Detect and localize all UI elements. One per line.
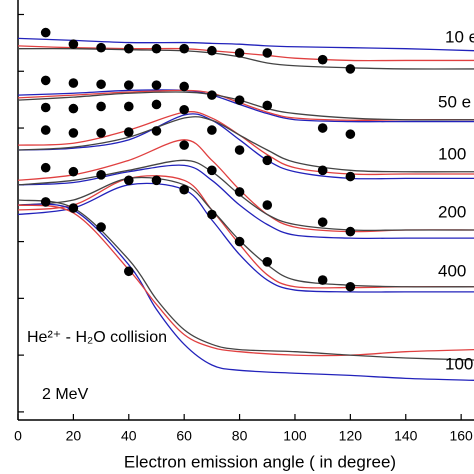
energy-label: 50 e (438, 92, 471, 111)
theory-curve (18, 182, 474, 293)
x-tick-label: 40 (121, 428, 137, 444)
data-point (262, 155, 273, 166)
x-axis-title: Electron emission angle ( in degree) (124, 452, 396, 471)
data-point (317, 123, 328, 133)
data-point (179, 184, 189, 195)
data-point (151, 175, 162, 186)
data-point (345, 129, 356, 139)
data-point (179, 81, 189, 92)
theory-curve (18, 47, 474, 70)
data-point (207, 45, 217, 56)
data-point (262, 100, 273, 111)
data-point (96, 170, 106, 180)
data-point (123, 175, 134, 186)
data-point (123, 266, 134, 277)
data-point (68, 128, 79, 138)
x-tick-label: 20 (66, 428, 82, 444)
theory-curve (18, 164, 474, 240)
data-point (40, 125, 51, 135)
theory-curve (18, 37, 474, 52)
x-tick-label: 80 (232, 428, 248, 444)
data-point (68, 78, 79, 88)
theory-curve (18, 139, 474, 233)
data-point (123, 43, 134, 54)
x-tick-label: 60 (176, 428, 192, 444)
data-point (234, 48, 245, 58)
energy-label: 10 e (445, 27, 474, 46)
theory-curve (18, 91, 474, 121)
data-point (234, 95, 245, 105)
annotation: He²⁺ - H₂O collision (27, 329, 167, 346)
energy-label: 400 (438, 261, 466, 280)
x-tick-label: 140 (394, 428, 418, 444)
data-point (207, 125, 217, 135)
data-point (40, 75, 51, 86)
data-point (345, 64, 356, 74)
data-point (123, 127, 134, 137)
data-point (317, 217, 328, 227)
energy-label: 200 (438, 202, 466, 221)
theory-curve (18, 175, 474, 289)
theory-curve (18, 204, 474, 357)
x-tick-label: 100 (283, 428, 307, 444)
energy-label: 100 (438, 144, 466, 163)
data-point (96, 79, 106, 90)
plot-area (18, 27, 474, 381)
data-point (123, 80, 134, 90)
data-point (151, 80, 162, 90)
energy-label: 100 (445, 354, 473, 373)
annotation: 2 MeV (42, 386, 89, 403)
data-point (96, 128, 106, 138)
data-point (262, 48, 273, 58)
data-point (68, 203, 79, 213)
theory-curve (18, 113, 474, 180)
data-point (345, 171, 356, 182)
data-point (68, 103, 79, 114)
data-point (234, 187, 245, 197)
x-tick-label: 160 (449, 428, 473, 444)
data-point (317, 165, 328, 176)
data-point (317, 275, 328, 285)
data-point (151, 43, 162, 54)
data-point (345, 281, 356, 292)
data-point (234, 236, 245, 247)
data-point (151, 99, 162, 110)
data-point (317, 54, 328, 65)
data-point (96, 42, 106, 53)
data-point (68, 166, 79, 177)
data-point (96, 101, 106, 112)
theory-curve (18, 116, 474, 173)
data-point (207, 165, 217, 176)
data-point (40, 27, 51, 38)
data-point (345, 226, 356, 237)
data-point (40, 102, 51, 113)
data-point (207, 90, 217, 100)
data-point (179, 43, 189, 54)
data-point (96, 222, 106, 232)
data-point (262, 257, 273, 267)
data-point (68, 39, 79, 49)
x-tick-label: 0 (14, 428, 22, 444)
data-point (179, 104, 189, 115)
data-point (123, 101, 134, 112)
theory-curve (18, 203, 474, 381)
x-tick-label: 120 (339, 428, 363, 444)
data-point (262, 200, 273, 210)
theory-curve (18, 199, 474, 361)
theory-curve (18, 176, 474, 288)
data-point (40, 197, 51, 207)
theory-curve (18, 89, 474, 121)
data-point (207, 209, 217, 220)
data-point (234, 145, 245, 155)
data-point (151, 126, 162, 136)
data-point (40, 162, 51, 173)
data-point (179, 140, 189, 150)
